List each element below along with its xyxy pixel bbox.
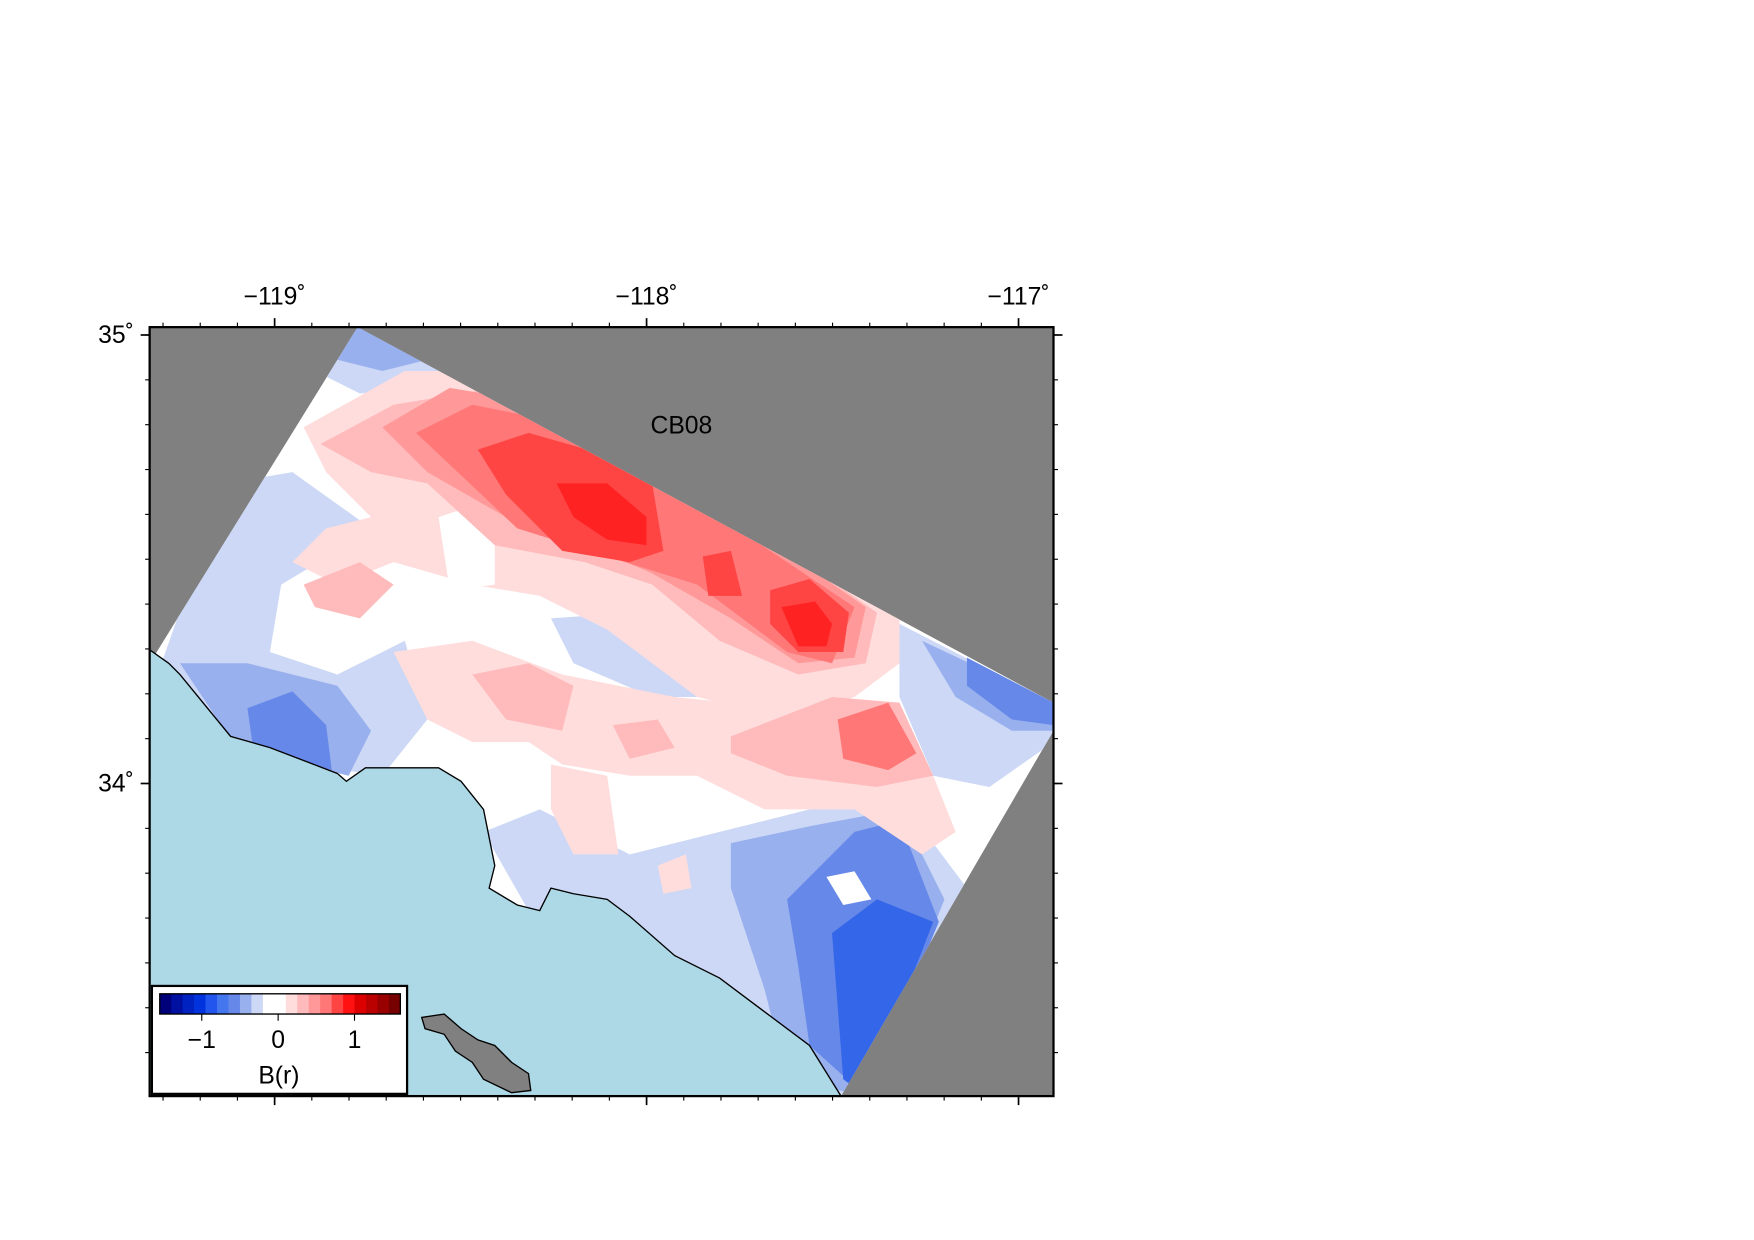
colorbar-cell xyxy=(331,993,344,1015)
colorbar-cell xyxy=(194,993,206,1015)
map-area xyxy=(149,327,1054,1097)
colorbar-cell xyxy=(308,993,321,1015)
colorbar-cell xyxy=(320,993,332,1015)
colorbar-cell xyxy=(274,993,287,1015)
colorbar-tick-label: 1 xyxy=(348,1027,362,1054)
colorbar-cell xyxy=(343,993,355,1015)
colorbar-tick-label: 0 xyxy=(271,1027,285,1054)
ocean xyxy=(149,648,842,1097)
y-tick-label: 34˚ xyxy=(98,770,134,797)
colorbar-cell xyxy=(182,993,195,1015)
colorbar-cell xyxy=(239,993,252,1015)
colorbar-cell xyxy=(297,993,310,1015)
colorbar-cell xyxy=(354,993,367,1015)
colorbar-label: B(r) xyxy=(258,1063,299,1090)
y-tick-label: 35˚ xyxy=(98,322,134,349)
colorbar-tick-label: −1 xyxy=(188,1027,216,1054)
map-title: CB08 xyxy=(650,413,712,440)
colorbar-cell xyxy=(251,993,264,1015)
colorbar-cell xyxy=(377,993,390,1015)
colorbar-cell xyxy=(205,993,218,1015)
x-tick-label: −119˚ xyxy=(244,284,306,311)
colorbar-cell xyxy=(285,993,298,1015)
colorbar-cell xyxy=(159,993,172,1015)
colorbar-cell xyxy=(388,993,401,1015)
map-frame xyxy=(148,326,1055,1098)
colorbar-frame xyxy=(159,993,402,1015)
colorbar-cell xyxy=(171,993,184,1015)
colorbar-cell xyxy=(228,993,241,1015)
x-tick-label: −117˚ xyxy=(987,284,1049,311)
island xyxy=(420,1013,532,1094)
colorbar-cell xyxy=(262,993,275,1015)
x-tick-label: −118˚ xyxy=(616,284,678,311)
colorbar-cell xyxy=(217,993,229,1015)
colorbar-cell xyxy=(365,993,378,1015)
